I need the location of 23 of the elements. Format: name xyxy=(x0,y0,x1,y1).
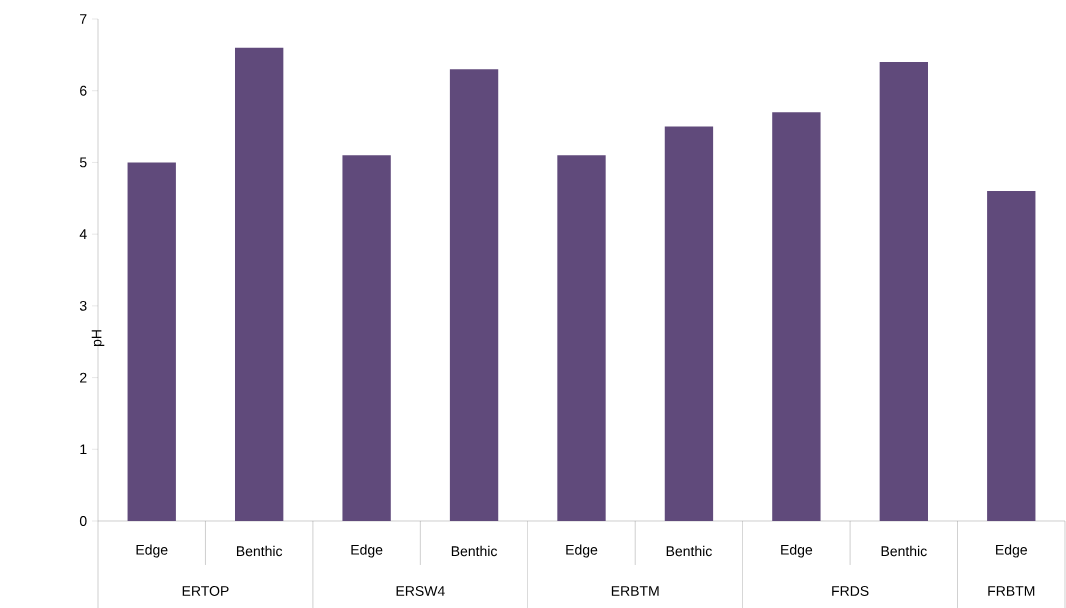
x-tick-label: Edge xyxy=(351,544,383,558)
x-tick-label: Edge xyxy=(136,544,168,558)
text: ERBTM xyxy=(611,586,659,596)
y-tick-label: 3 xyxy=(79,300,87,311)
y-tick-label: 0 xyxy=(79,515,87,526)
x-tick-label: Edge xyxy=(996,544,1027,558)
text: FRBTM xyxy=(988,586,1035,596)
x-tick-label: Edge xyxy=(781,544,813,558)
y-axis-title: pH xyxy=(91,330,105,346)
text: ERTOP xyxy=(182,585,229,596)
x-tick-label: Benthic xyxy=(236,545,283,557)
y-tick-label: 6 xyxy=(80,85,87,96)
x-tick-label: Edge xyxy=(566,544,598,558)
y-tick-label: 5 xyxy=(79,157,87,168)
y-tick-label: 1 xyxy=(80,444,87,454)
x-tick-label: Benthic xyxy=(451,545,498,557)
x-tick-label: Benthic xyxy=(666,545,712,557)
x-tick-label: Benthic xyxy=(881,545,927,557)
y-tick-label: 4 xyxy=(79,229,87,239)
text: FRDS xyxy=(832,585,869,596)
y-tick-label: 2 xyxy=(80,372,87,383)
y-tick-label: 7 xyxy=(80,14,87,24)
text: ERSW4 xyxy=(396,585,445,596)
